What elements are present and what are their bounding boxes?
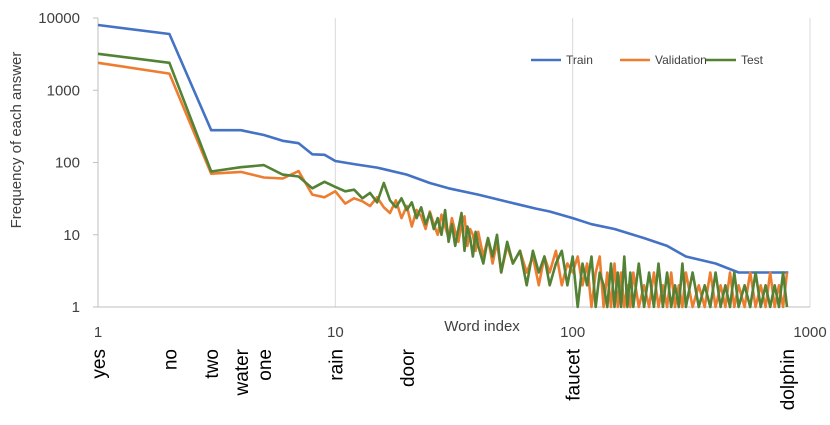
word-labels: yes no two water one rain door faucet dolphin bbox=[89, 348, 799, 410]
word-label: yes bbox=[89, 349, 110, 379]
word-label: door bbox=[398, 348, 419, 387]
series-line-test bbox=[97, 52, 789, 309]
legend-label-validation: Validation bbox=[655, 53, 707, 67]
x-axis-title: Word index bbox=[444, 318, 520, 335]
y-tick-label: 10 bbox=[63, 227, 80, 244]
legend-label-train: Train bbox=[566, 53, 593, 67]
y-tick-label: 1 bbox=[72, 299, 80, 316]
x-tick-label: 1 bbox=[94, 324, 102, 341]
word-label: faucet bbox=[564, 348, 585, 400]
word-label: two bbox=[202, 349, 223, 379]
x-tick-label: 100 bbox=[560, 324, 585, 341]
y-tick-label: 1000 bbox=[47, 82, 80, 99]
word-label: dolphin bbox=[778, 349, 799, 410]
tick-labels: 1 10 100 1000 10000 1 10 100 1000 bbox=[38, 10, 826, 341]
y-tick-label: 10000 bbox=[38, 10, 80, 27]
series-line-train bbox=[97, 23, 789, 274]
legend: Train Validation Test bbox=[531, 53, 764, 67]
word-label: rain bbox=[326, 349, 347, 381]
x-tick-label: 1000 bbox=[793, 324, 826, 341]
y-axis-title: Frequency of each answer bbox=[8, 52, 25, 229]
legend-label-test: Test bbox=[741, 53, 764, 67]
series-layer bbox=[97, 23, 789, 309]
word-label: one bbox=[255, 349, 276, 381]
word-label: water bbox=[232, 348, 253, 396]
y-tick-label: 100 bbox=[55, 155, 80, 172]
word-label: no bbox=[160, 349, 181, 370]
x-tick-label: 10 bbox=[327, 324, 344, 341]
